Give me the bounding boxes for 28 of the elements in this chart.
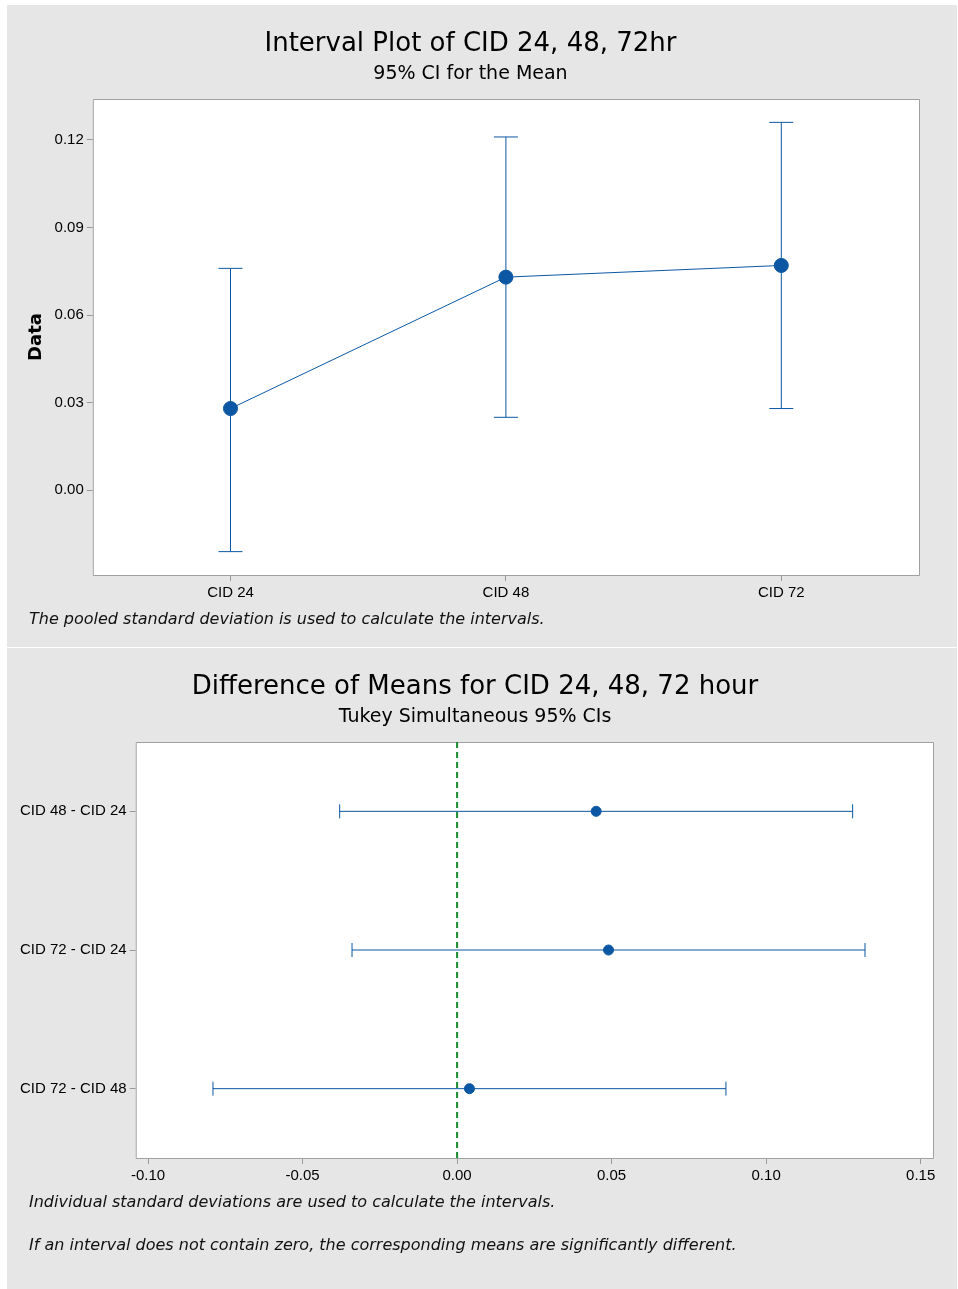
y-tick-label: 0.00 (54, 480, 84, 498)
x-tick-label: CID 72 (757, 583, 805, 601)
x-tick-label: CID 24 (207, 583, 254, 601)
point (223, 401, 238, 417)
x-tick-label: 0.00 (442, 1166, 472, 1184)
x-tick-label: 0.15 (906, 1166, 936, 1184)
point (498, 269, 514, 285)
text: If an interval does not contain zero, the corresponding means are significantly different. (29, 1235, 738, 1254)
y-tick-label: CID 48 - CID 24 (20, 801, 127, 819)
x-tick-label: 0.10 (751, 1166, 781, 1184)
y-tick-label: CID 72 - CID 24 (20, 940, 127, 958)
chart-title: Difference of Means for CID 24, 48, 72 hour (191, 670, 759, 701)
y-tick-label: 0.03 (54, 392, 84, 410)
y-tick-label: CID 72 - CID 48 (20, 1078, 127, 1096)
x-tick-label: -0.10 (130, 1166, 166, 1184)
y-axis-title: Data (24, 313, 46, 361)
y-tick-label: 0.06 (54, 305, 84, 323)
chart-title: Interval Plot of CID 24, 48, 72hr (264, 27, 677, 58)
x-tick-label: CID 48 (482, 583, 530, 601)
chart-subtitle: 95% CI for the Mean (373, 60, 568, 83)
point (773, 257, 789, 273)
chart-subtitle: Tukey Simultaneous 95% CIs (337, 703, 612, 726)
x-tick-label: 0.05 (597, 1166, 627, 1184)
text: The pooled standard deviation is used to calculate the intervals. (29, 609, 546, 628)
x-tick-label: -0.05 (285, 1166, 320, 1184)
text: Individual standard deviations are used to calculate the intervals. (29, 1192, 557, 1211)
y-tick-label: 0.09 (54, 217, 84, 235)
y-tick-label: 0.12 (54, 130, 84, 148)
